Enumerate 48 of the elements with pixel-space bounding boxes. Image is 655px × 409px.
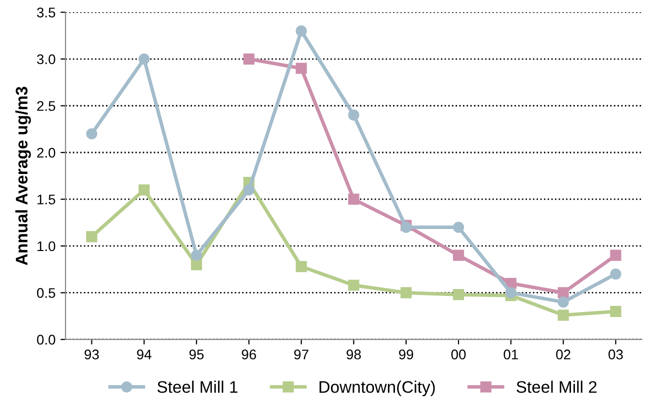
- x-tick-label: 95: [189, 350, 204, 360]
- point: [558, 296, 569, 308]
- x-tick-label: 02: [556, 350, 570, 360]
- y-tick-label: 3.5: [37, 8, 56, 18]
- point: [243, 184, 254, 196]
- point: [348, 280, 360, 291]
- point: [452, 222, 464, 233]
- x-tick-label: 99: [399, 350, 414, 360]
- legend-label: Steel Mill 1: [157, 380, 238, 393]
- point: [190, 259, 202, 270]
- point: [138, 53, 150, 65]
- point: [558, 310, 569, 321]
- point: [452, 289, 464, 300]
- point: [86, 128, 98, 140]
- y-tick-label: 2.0: [37, 148, 56, 158]
- point: [86, 231, 98, 242]
- y-tick-label: 1.5: [38, 194, 56, 204]
- y-tick-label: 1.0: [38, 241, 56, 252]
- point: [400, 287, 412, 298]
- point: [348, 110, 360, 121]
- point: [610, 268, 622, 280]
- x-tick-label: 94: [137, 350, 152, 360]
- y-tick-label: 2.5: [37, 101, 56, 111]
- point: [190, 250, 202, 261]
- point: [296, 62, 307, 74]
- y-tick-label: 3.0: [37, 54, 56, 64]
- x-tick-label: 98: [346, 350, 361, 360]
- legend-label: Steel Mill 2: [516, 380, 597, 393]
- x-tick-label: 03: [608, 350, 623, 360]
- point: [610, 306, 622, 317]
- y-tick-label: 0.0: [37, 334, 56, 345]
- point: [610, 250, 622, 261]
- point: [558, 287, 569, 298]
- point: [243, 53, 254, 65]
- x-tick-label: 97: [294, 350, 308, 360]
- x-tick-label: 96: [242, 350, 256, 360]
- point: [452, 250, 464, 261]
- point: [505, 287, 516, 298]
- x-tick-label: 00: [451, 350, 466, 360]
- x-tick-label: 01: [504, 350, 518, 360]
- point: [296, 25, 307, 37]
- point: [138, 184, 150, 196]
- y-tick-label: 0.5: [37, 288, 56, 298]
- point: [348, 194, 360, 205]
- legend-label: Downtown(City): [320, 380, 435, 396]
- y-axis-title: Annual Average ug/m3: [15, 86, 31, 266]
- point: [296, 260, 307, 272]
- x-tick-label: 93: [84, 350, 99, 360]
